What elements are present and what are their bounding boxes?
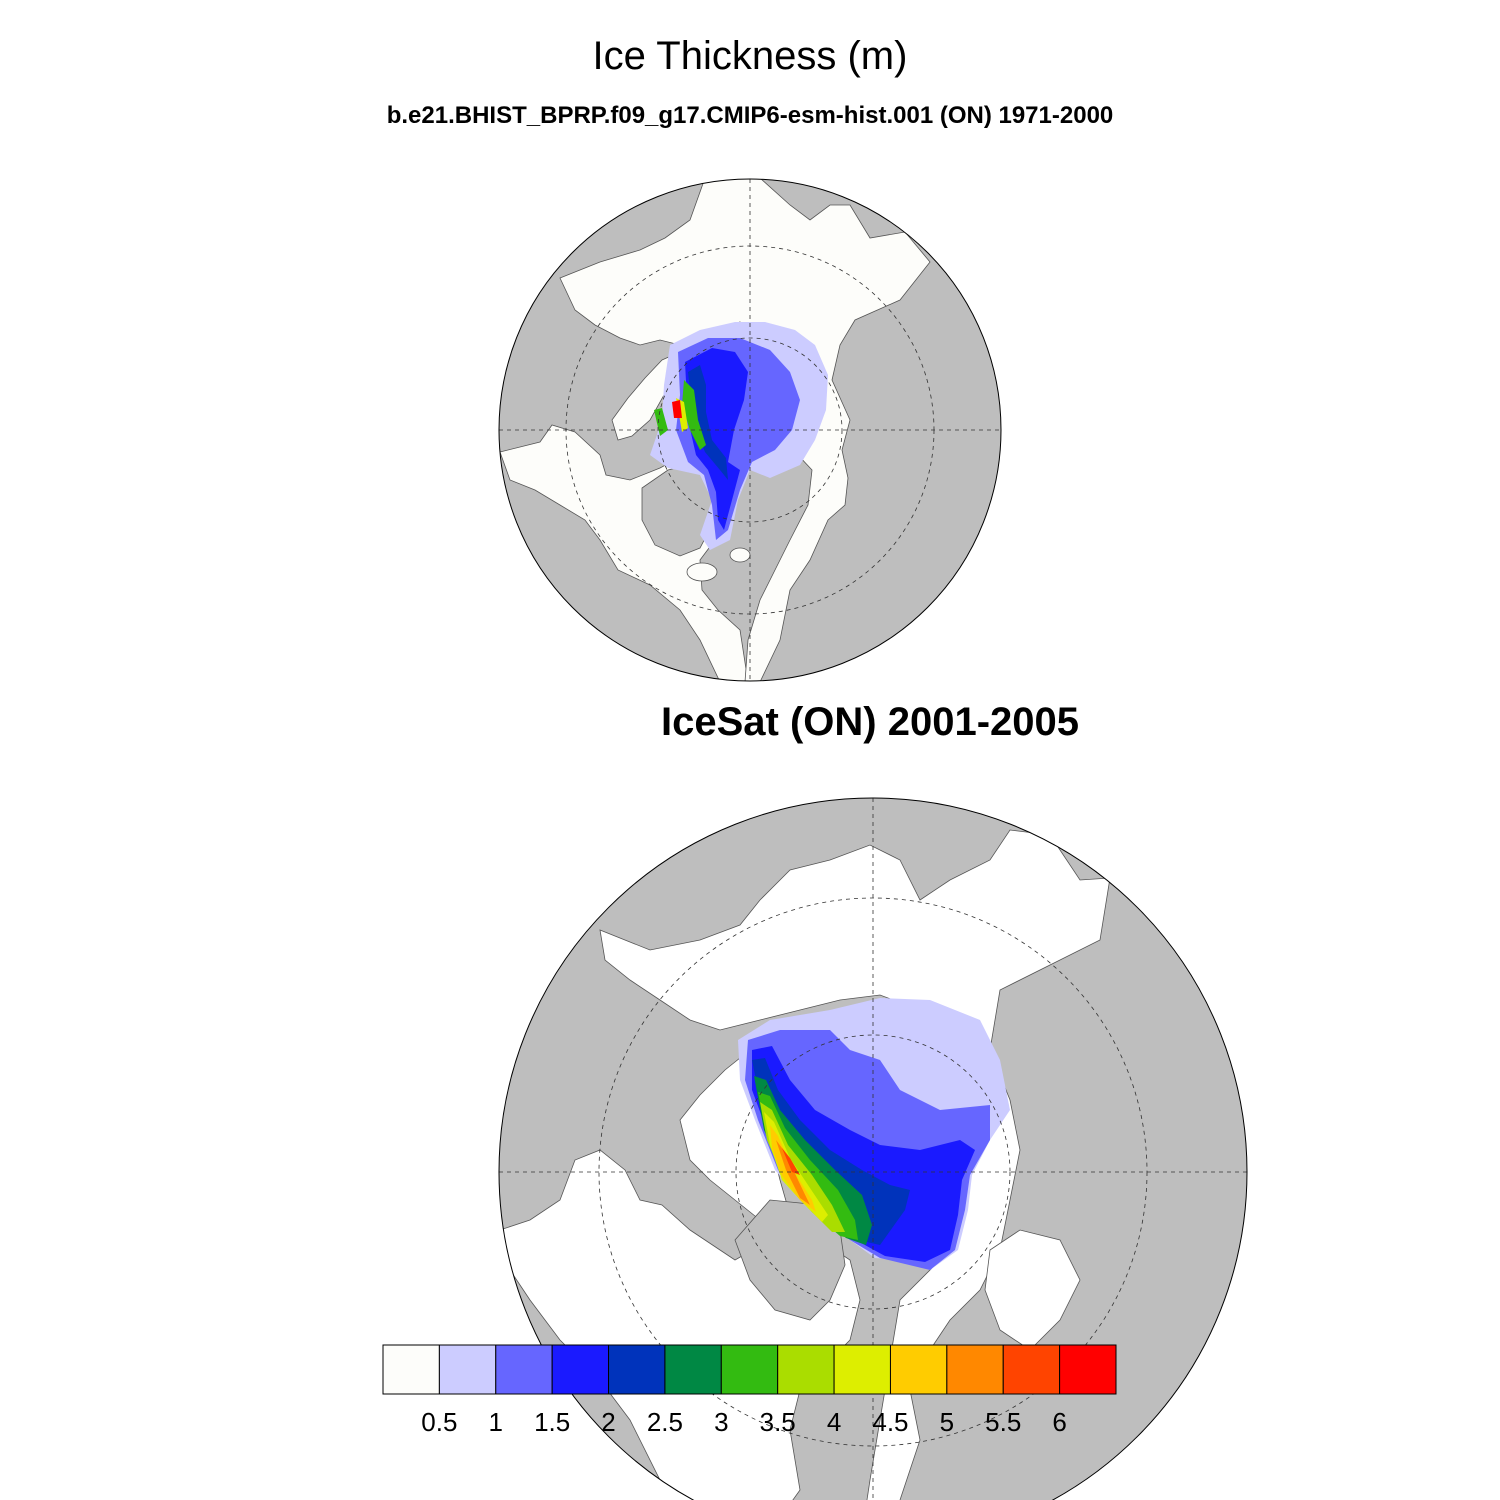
polar-map-model [498, 178, 1002, 682]
colorbar-label-9: 5 [940, 1407, 954, 1437]
colorbar-box-10 [946, 1344, 1004, 1395]
colorbar-box-6 [720, 1344, 779, 1395]
panel1-subtitle: b.e21.BHIST_BPRP.f09_g17.CMIP6-esm-hist.… [386, 102, 1114, 129]
map2-ice-level-9 [770, 1125, 816, 1212]
colorbar-label-7: 4 [827, 1407, 841, 1437]
colorbar-box-2 [495, 1344, 553, 1395]
colorbar-box-5 [664, 1344, 722, 1395]
map1-ice-level-8 [654, 408, 668, 436]
map1-parallel-80 [657, 337, 843, 523]
map1-ice-level-5 [682, 380, 706, 450]
map2-ice-level-11 [782, 1148, 800, 1175]
polar-map-observation [498, 797, 1248, 1500]
map1-ice-level-4 [688, 365, 728, 480]
map1-ice-level-7 [672, 400, 682, 418]
colorbar-box-4 [608, 1344, 666, 1395]
map2-ice-level-3 [752, 1046, 975, 1262]
map2-ice-level-4 [752, 1058, 910, 1245]
colorbar-label-2: 1.5 [534, 1407, 570, 1437]
colorbar-box-8 [833, 1344, 891, 1395]
colorbar-box-0 [382, 1344, 440, 1395]
map2-ice-level-8 [764, 1112, 828, 1222]
map2-parallel-70 [598, 897, 1148, 1447]
map2-ice-level-10 [776, 1140, 810, 1205]
map1-land-iceland [686, 562, 718, 582]
colorbar-label-10: 5.5 [985, 1407, 1021, 1437]
panel2-title: IceSat (ON) 2001-2005 [660, 700, 1079, 744]
map2-land-scandinavia [984, 1229, 1081, 1351]
map1-land-svalbard [729, 547, 751, 563]
map1-border [498, 178, 1002, 682]
map1-parallel-70 [565, 245, 935, 615]
colorbar-label-6: 3.5 [760, 1407, 796, 1437]
map2-ice-level-7 [760, 1102, 845, 1232]
colorbar-label-3: 2 [601, 1407, 615, 1437]
colorbar-box-11 [1002, 1344, 1061, 1395]
colorbar-label-5: 3 [714, 1407, 728, 1437]
colorbar-label-1: 1 [489, 1407, 503, 1437]
colorbar: 0.5 1 1.5 2 2.5 3 3.5 4 4.5 5 5.5 6 [382, 1344, 1117, 1437]
colorbar-box-1 [438, 1344, 497, 1395]
colorbar-box-12 [1059, 1344, 1117, 1395]
colorbar-label-11: 6 [1052, 1407, 1066, 1437]
colorbar-box-7 [777, 1344, 835, 1395]
map2-parallel-80 [735, 1034, 1011, 1310]
colorbar-box-3 [551, 1344, 610, 1395]
colorbar-label-0: 0.5 [421, 1407, 457, 1437]
map2-ice-level-6 [758, 1092, 858, 1240]
map2-greenland [734, 1199, 846, 1321]
colorbar-label-4: 2.5 [647, 1407, 683, 1437]
colorbar-label-8: 4.5 [872, 1407, 908, 1437]
map2-border [498, 797, 1248, 1500]
colorbar-box-9 [889, 1344, 948, 1395]
chart-title: Ice Thickness (m) [592, 34, 908, 78]
